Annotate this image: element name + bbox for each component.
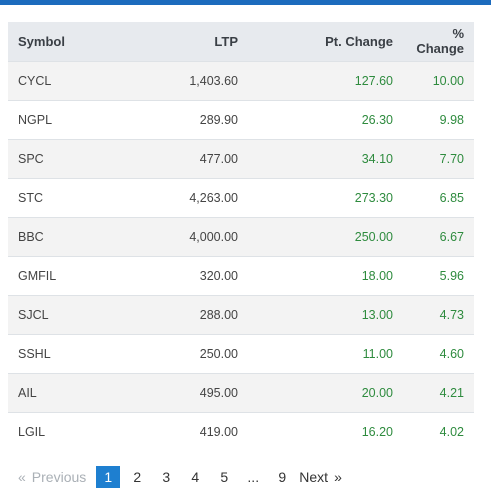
column-header-symbol[interactable]: Symbol	[18, 33, 65, 49]
table-row[interactable]: LGIL 419.00 16.20 4.02	[8, 412, 474, 451]
page-button-4[interactable]: 4	[191, 469, 200, 485]
cell-pt-change: 250.00	[354, 229, 393, 244]
cell-ltp: 419.00	[199, 424, 238, 439]
cell-ltp: 477.00	[199, 151, 238, 166]
table-row[interactable]: NGPL 289.90 26.30 9.98	[8, 100, 474, 139]
cell-pt-change: 127.60	[354, 73, 393, 88]
cell-symbol: LGIL	[18, 424, 46, 439]
gainers-table-container: Symbol LTP Pt. Change % Change CYCL 1,403…	[8, 22, 474, 451]
page-button-2[interactable]: 2	[133, 469, 142, 485]
cell-pt-change: 11.00	[362, 346, 393, 361]
cell-ltp: 320.00	[199, 268, 238, 283]
table-row[interactable]: CYCL 1,403.60 127.60 10.00	[8, 61, 474, 100]
cell-symbol: NGPL	[18, 112, 53, 127]
cell-pct-change: 4.60	[439, 346, 464, 361]
cell-symbol: GMFIL	[18, 268, 57, 283]
cell-pct-change: 5.96	[439, 268, 464, 283]
cell-pct-change: 6.67	[439, 229, 464, 244]
cell-symbol: AIL	[18, 385, 37, 400]
gainers-table: Symbol LTP Pt. Change % Change CYCL 1,403…	[8, 22, 474, 451]
cell-pct-change: 4.21	[439, 385, 464, 400]
cell-pt-change: 20.00	[361, 385, 393, 400]
column-header-pt-change[interactable]: Pt. Change	[325, 33, 393, 49]
cell-pct-change: 10.00	[432, 73, 464, 88]
cell-pt-change: 273.30	[354, 190, 393, 205]
cell-symbol: STC	[18, 190, 43, 205]
cell-pct-change: 6.85	[439, 190, 464, 205]
cell-pct-change: 9.98	[439, 112, 464, 127]
page-button-5[interactable]: 5	[220, 469, 229, 485]
cell-ltp: 250.00	[199, 346, 238, 361]
next-arrow-icon: »	[334, 469, 342, 485]
cell-symbol: CYCL	[18, 73, 52, 88]
table-row[interactable]: GMFIL 320.00 18.00 5.96	[8, 256, 474, 295]
cell-ltp: 4,263.00	[189, 190, 238, 205]
top-accent-bar	[0, 0, 491, 5]
cell-ltp: 289.90	[199, 112, 238, 127]
cell-pt-change: 16.20	[361, 424, 393, 439]
cell-ltp: 4,000.00	[189, 229, 238, 244]
previous-page-button[interactable]: Previous	[31, 469, 87, 485]
pagination: « Previous 1 2 3 4 5 ... 9 Next »	[18, 466, 342, 488]
table-row[interactable]: STC 4,263.00 273.30 6.85	[8, 178, 474, 217]
cell-pct-change: 7.70	[439, 151, 464, 166]
cell-ltp: 495.00	[199, 385, 238, 400]
table-row[interactable]: BBC 4,000.00 250.00 6.67	[8, 217, 474, 256]
table-body: CYCL 1,403.60 127.60 10.00 NGPL 289.90 26.30 9.…	[8, 61, 474, 451]
table-row[interactable]: SJCL 288.00 13.00 4.73	[8, 295, 474, 334]
cell-symbol: BBC	[18, 229, 44, 244]
table-row[interactable]: SPC 477.00 34.10 7.70	[8, 139, 474, 178]
cell-pt-change: 26.30	[361, 112, 393, 127]
page-ellipsis: ...	[247, 469, 260, 485]
cell-symbol: SPC	[18, 151, 44, 166]
column-header-ltp[interactable]: LTP	[214, 33, 238, 49]
cell-pt-change: 13.00	[361, 307, 393, 322]
table-header-row: Symbol LTP Pt. Change % Change	[8, 22, 474, 61]
table-row[interactable]: AIL 495.00 20.00 4.21	[8, 373, 474, 412]
table-row[interactable]: SSHL 250.00 11.00 4.60	[8, 334, 474, 373]
cell-pct-change: 4.02	[439, 424, 464, 439]
column-header-pct-change[interactable]: % Change	[416, 26, 464, 57]
page-button-3[interactable]: 3	[162, 469, 171, 485]
cell-symbol: SSHL	[18, 346, 51, 361]
previous-arrow-icon: «	[18, 469, 26, 485]
cell-ltp: 1,403.60	[189, 73, 238, 88]
page-button-9[interactable]: 9	[278, 469, 287, 485]
cell-pt-change: 34.10	[361, 151, 393, 166]
cell-symbol: SJCL	[18, 307, 49, 322]
page-button-1[interactable]: 1	[96, 466, 121, 488]
cell-ltp: 288.00	[199, 307, 238, 322]
cell-pt-change: 18.00	[361, 268, 393, 283]
cell-pct-change: 4.73	[439, 307, 464, 322]
next-page-button[interactable]: Next	[299, 469, 329, 485]
